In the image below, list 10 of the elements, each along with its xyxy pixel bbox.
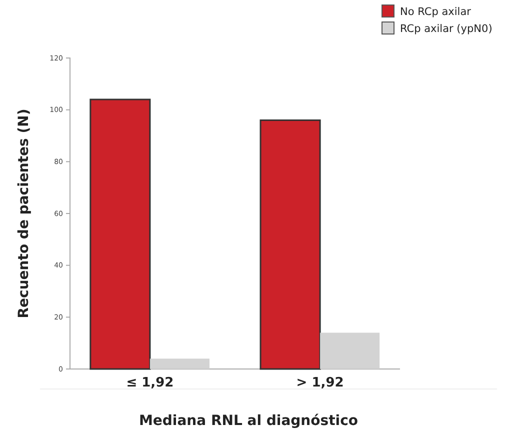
x-axis-title: Mediana RNL al diagnóstico bbox=[138, 413, 358, 429]
x-tick-label: ≤ 1,92 bbox=[126, 375, 174, 390]
legend-label: No RCp axilar bbox=[400, 6, 472, 18]
legend-label: RCp axilar (ypN0) bbox=[400, 23, 492, 35]
bar bbox=[320, 332, 380, 369]
y-axis-title: Recuento de pacientes (N) bbox=[16, 108, 32, 318]
bar bbox=[260, 119, 321, 370]
bar bbox=[90, 98, 151, 370]
x-tick-label: > 1,92 bbox=[296, 375, 344, 390]
bar bbox=[150, 358, 210, 369]
